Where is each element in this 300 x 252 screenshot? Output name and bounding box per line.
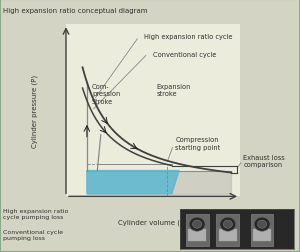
Text: Conventional cycle: Conventional cycle	[153, 51, 216, 57]
Text: Com-
pression
Stroke: Com- pression Stroke	[92, 83, 120, 104]
Text: Cylinder pressure (P): Cylinder pressure (P)	[32, 74, 38, 147]
Text: High expansion ratio
cycle pumping loss: High expansion ratio cycle pumping loss	[3, 208, 68, 219]
Circle shape	[223, 220, 232, 228]
Bar	[251, 214, 274, 246]
Circle shape	[189, 217, 205, 231]
Polygon shape	[87, 171, 231, 194]
Text: High expansion ratio cycle: High expansion ratio cycle	[144, 34, 233, 40]
Bar	[219, 229, 237, 241]
Bar	[186, 214, 208, 246]
Text: Compression
starting point: Compression starting point	[175, 137, 220, 150]
Bar	[217, 214, 239, 246]
Text: High expansion ratio conceptual diagram: High expansion ratio conceptual diagram	[3, 8, 148, 14]
Polygon shape	[87, 171, 179, 194]
Bar	[188, 229, 206, 241]
Circle shape	[193, 220, 202, 228]
Circle shape	[220, 217, 236, 231]
Bar	[253, 229, 271, 241]
Text: Exhaust loss
comparison: Exhaust loss comparison	[244, 154, 285, 168]
Text: Cylinder volume (V): Cylinder volume (V)	[118, 219, 188, 226]
Circle shape	[257, 220, 267, 228]
Circle shape	[254, 217, 270, 231]
Text: Expansion
stroke: Expansion stroke	[157, 84, 191, 97]
Text: Conventional cycle
pumping loss: Conventional cycle pumping loss	[3, 229, 63, 240]
